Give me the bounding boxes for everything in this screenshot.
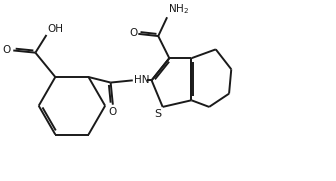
Text: OH: OH bbox=[48, 24, 64, 34]
Text: HN: HN bbox=[134, 75, 150, 85]
Text: NH$_2$: NH$_2$ bbox=[168, 2, 189, 16]
Text: O: O bbox=[2, 45, 10, 55]
Text: S: S bbox=[154, 109, 161, 119]
Text: O: O bbox=[129, 28, 137, 38]
Text: O: O bbox=[109, 107, 117, 117]
